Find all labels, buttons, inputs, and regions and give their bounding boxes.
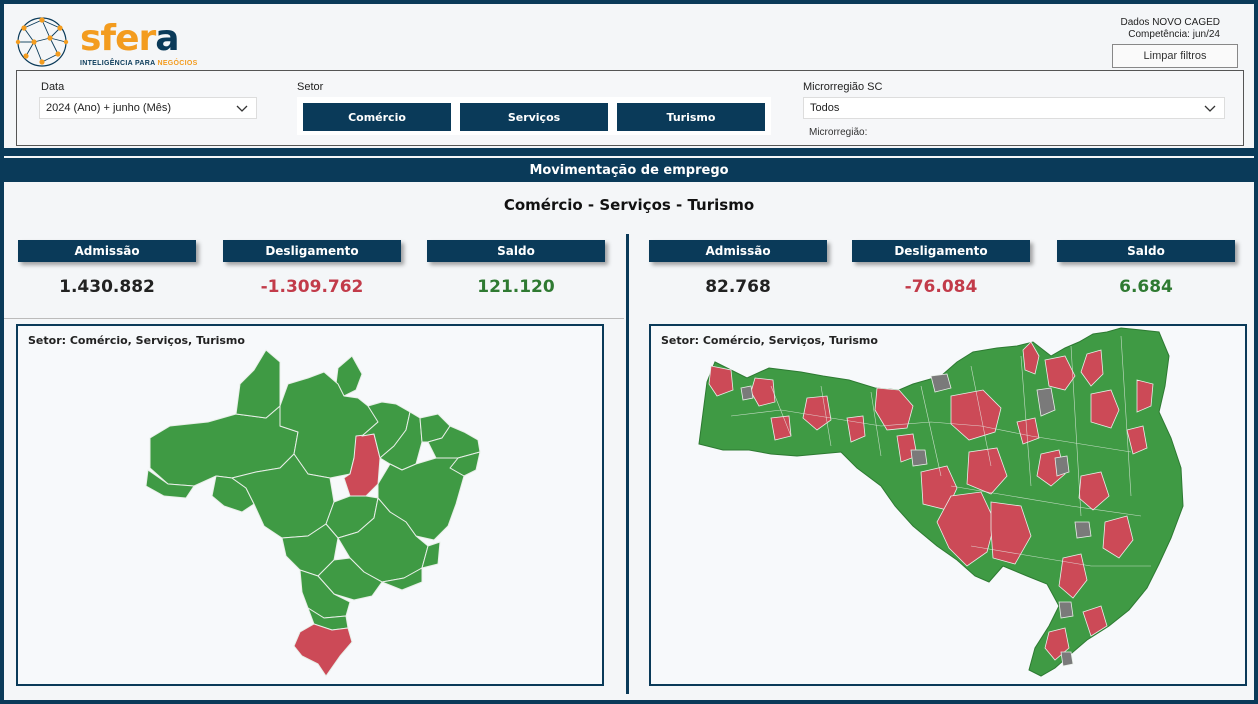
region-ac	[145, 469, 195, 499]
region-ba	[377, 457, 465, 541]
micro-dropdown[interactable]: Todos	[803, 97, 1225, 119]
sector-button-servicos[interactable]: Serviços	[460, 103, 608, 131]
micro-dropdown-value: Todos	[810, 102, 840, 114]
region-rj	[381, 567, 423, 591]
kpi-label-desligamento-sc: Desligamento	[852, 240, 1030, 262]
sc-area-gray-7	[740, 385, 754, 401]
region-rr	[235, 349, 281, 419]
sc-area-gray-6	[1058, 601, 1074, 619]
kpi-label-saldo-sc: Saldo	[1057, 240, 1235, 262]
main-panel: Movimentação de emprego Comércio - Servi…	[4, 156, 1254, 700]
kpi-value-desligamento-sc: -76.084	[904, 277, 978, 297]
sc-area-8	[1090, 389, 1120, 429]
micro-selection-label: Microrregião:	[809, 127, 868, 138]
kpi-label-admissao-brasil: Admissão	[18, 240, 196, 262]
sector-button-turismo[interactable]: Turismo	[617, 103, 765, 131]
logo-wordmark: sfera	[80, 18, 180, 59]
sc-area-9	[1136, 379, 1154, 413]
brazil-map-title: Setor: Comércio, Serviços, Turismo	[28, 334, 245, 347]
brazil-map-panel[interactable]: Setor: Comércio, Serviços, Turismo	[16, 324, 604, 686]
horizontal-separator	[4, 318, 624, 319]
sector-filter-label: Setor	[297, 81, 324, 93]
sc-area-1	[708, 365, 734, 397]
top-panel: sfera INTELIGÊNCIA PARA NEGÓCIOS Dados N…	[4, 4, 1254, 148]
section-header: Movimentação de emprego	[4, 158, 1254, 182]
sector-buttons: Comércio Serviços Turismo	[297, 97, 771, 135]
region-es	[421, 541, 441, 569]
sector-button-comercio[interactable]: Comércio	[303, 103, 451, 131]
sc-area-gray-2	[1036, 387, 1056, 417]
sc-area-16	[1102, 515, 1134, 559]
competence-text: Competência: jun/24	[1128, 29, 1220, 40]
sc-area-13	[990, 501, 1032, 565]
chevron-down-icon	[1204, 105, 1216, 112]
sc-area-5	[1022, 341, 1040, 375]
kpi-value-saldo-brasil: 121.120	[477, 277, 555, 297]
sc-map[interactable]	[651, 326, 1245, 684]
sc-area-10	[966, 447, 1008, 495]
data-info: Dados NOVO CAGED Competência: jun/24	[1121, 17, 1220, 41]
date-filter-label: Data	[41, 81, 65, 93]
kpi-value-saldo-sc: 6.684	[1119, 277, 1173, 297]
sc-area-7	[1080, 349, 1104, 387]
sc-map-title: Setor: Comércio, Serviços, Turismo	[661, 334, 878, 347]
chevron-down-icon	[236, 105, 248, 112]
sc-area-gray-8	[1060, 651, 1074, 667]
kpi-label-saldo-brasil: Saldo	[427, 240, 605, 262]
sc-area-15	[1078, 471, 1110, 511]
sc-area-gray-5	[1074, 521, 1092, 539]
sc-area-gray-3	[1054, 455, 1070, 477]
data-source-text: Dados NOVO CAGED	[1120, 17, 1220, 28]
date-dropdown-value: 2024 (Ano) + junho (Mês)	[46, 102, 172, 114]
micro-filter-label: Microrregião SC	[803, 81, 883, 93]
region-rs	[293, 623, 353, 677]
sc-area-gray-1	[930, 373, 952, 393]
sc-area-3	[874, 387, 914, 431]
kpi-label-desligamento-brasil: Desligamento	[223, 240, 401, 262]
sc-area-18	[1082, 605, 1108, 637]
kpi-label-admissao-sc: Admissão	[649, 240, 827, 262]
sc-area-6	[1044, 355, 1076, 391]
sfera-logo: sfera INTELIGÊNCIA PARA NEGÓCIOS	[12, 12, 202, 72]
kpi-value-admissao-brasil: 1.430.882	[59, 277, 155, 297]
sc-area-17	[1058, 553, 1088, 599]
logo-tagline: INTELIGÊNCIA PARA NEGÓCIOS	[80, 60, 198, 67]
brazil-map[interactable]	[18, 326, 602, 684]
region-sp	[317, 557, 383, 601]
clear-filters-button[interactable]: Limpar filtros	[1112, 44, 1238, 68]
vertical-divider	[626, 234, 629, 694]
kpi-value-admissao-sc: 82.768	[705, 277, 771, 297]
sc-area-24	[1126, 425, 1148, 455]
kpi-value-desligamento-brasil: -1.309.762	[260, 277, 364, 297]
sc-area-25	[1016, 417, 1040, 445]
network-globe-icon	[15, 17, 69, 67]
sc-map-panel[interactable]: Setor: Comércio, Serviços, Turismo	[649, 324, 1247, 686]
section-subtitle: Comércio - Serviços - Turismo	[503, 196, 755, 214]
date-dropdown[interactable]: 2024 (Ano) + junho (Mês)	[39, 97, 257, 119]
filter-panel: Data 2024 (Ano) + junho (Mês) Setor Comé…	[16, 70, 1244, 146]
sc-area-gray-4	[910, 449, 928, 467]
